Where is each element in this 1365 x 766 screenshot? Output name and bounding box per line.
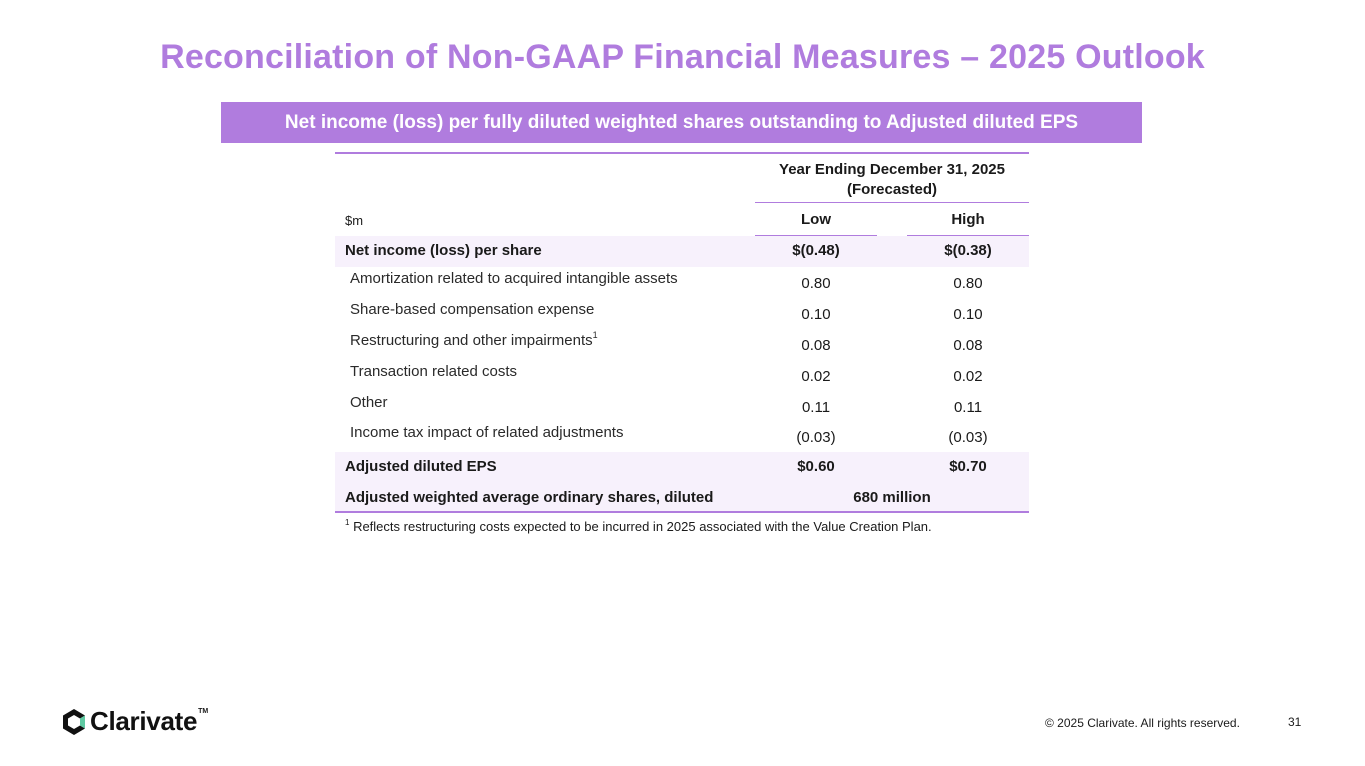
row-label: Net income (loss) per share [345,242,542,259]
low-value: 0.02 [801,368,831,385]
copyright-text: © 2025 Clarivate. All rights reserved. [1045,716,1240,730]
table-row-restructuring: Restructuring and other impairments1 0.0… [335,329,1029,360]
table-row-net-income: Net income (loss) per share $(0.48) $(0.… [335,236,1029,267]
table-row-amortization: Amortization related to acquired intangi… [335,267,1029,298]
column-header-low: Low [801,211,831,228]
table-row-transaction-costs: Transaction related costs 0.02 0.02 [335,360,1029,391]
low-value: (0.03) [796,429,836,446]
high-value: $(0.38) [944,242,992,259]
row-label: Restructuring and other impairments [350,332,593,349]
table-row-shares: Adjusted weighted average ordinary share… [335,483,1029,511]
column-header-forecasted: (Forecasted) [846,181,938,198]
row-label: Share-based compensation expense [350,301,595,318]
row-label: Amortization related to acquired intangi… [350,270,678,287]
logo-wordmark: Clarivate [90,706,198,736]
column-header-high: High [951,211,985,228]
footnote-text: Reflects restructuring costs expected to… [349,519,932,534]
table-row-share-based-comp: Share-based compensation expense 0.10 0.… [335,298,1029,329]
shares-value: 680 million [853,489,931,506]
high-value: 0.11 [953,399,983,416]
table-row-other: Other 0.11 0.11 [335,391,1029,422]
footnote-ref: 1 [592,330,598,340]
table-bottom-rule [335,511,1029,513]
column-group-header: Year Ending December 31, 2025 (Forecaste… [755,160,1029,200]
high-value: (0.03) [948,429,988,446]
page-number: 31 [1288,715,1302,729]
low-value: $(0.48) [792,242,840,259]
row-label: Transaction related costs [350,363,518,380]
row-label: Adjusted diluted EPS [345,458,497,475]
row-label: Income tax impact of related adjustments [350,424,624,441]
low-value: 0.10 [801,306,831,323]
low-value: $0.60 [797,458,835,475]
low-value: 0.11 [801,399,831,416]
high-value: $0.70 [949,458,987,475]
high-value: 0.80 [953,275,983,292]
row-label: Other [350,394,388,411]
clarivate-logo: Clarivate TM [62,706,208,737]
footnote-marker: 1 [345,518,350,527]
column-header-year: Year Ending December 31, 2025 [779,161,1005,178]
low-header-rule [755,235,877,236]
logo-trademark: TM [198,708,209,715]
table-row-adjusted-eps: Adjusted diluted EPS $0.60 $0.70 [335,452,1029,483]
units-label: $m [345,213,364,228]
row-label-wrapper: Restructuring and other impairments1 [350,330,598,349]
high-value: 0.08 [953,337,983,354]
clarivate-mark-icon [63,708,85,735]
section-banner: Net income (loss) per fully diluted weig… [221,102,1142,143]
column-group-rule [755,202,1029,203]
footnote: 1 Reflects restructuring costs expected … [345,518,932,534]
page-title: Reconciliation of Non-GAAP Financial Mea… [160,38,1205,76]
high-header-rule [907,235,1029,236]
table-top-rule [335,152,1029,154]
high-value: 0.10 [953,306,983,323]
low-value: 0.80 [801,275,831,292]
table-row-income-tax: Income tax impact of related adjustments… [335,421,1029,452]
row-label: Adjusted weighted average ordinary share… [345,489,714,506]
low-value: 0.08 [801,337,831,354]
high-value: 0.02 [953,368,983,385]
